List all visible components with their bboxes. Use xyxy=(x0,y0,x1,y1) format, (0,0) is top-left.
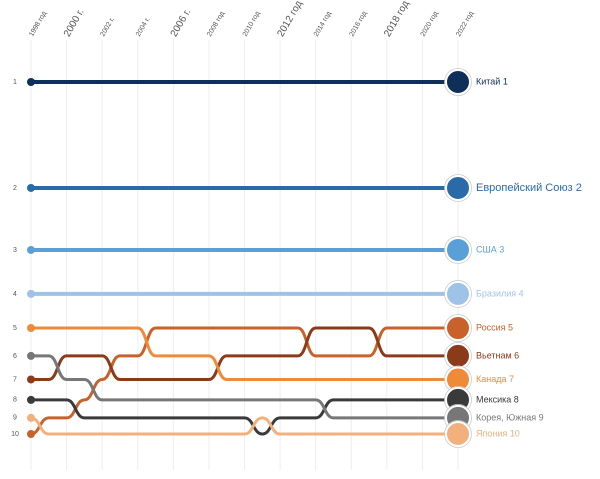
flag-ring xyxy=(444,174,472,202)
series-line xyxy=(31,326,458,381)
flag-ring xyxy=(444,68,472,96)
x-tick-label: 2002 г. xyxy=(99,16,116,38)
legend-label: Корея, Южная 9 xyxy=(476,412,544,422)
start-dot xyxy=(27,351,35,360)
legend-label: Япония 10 xyxy=(476,428,520,438)
x-tick-label: 2000 г. xyxy=(62,7,87,39)
series-line xyxy=(30,326,458,436)
x-tick-label: 2004 г. xyxy=(135,16,152,38)
x-tick-label: 2006 г. xyxy=(169,7,194,39)
start-dot xyxy=(27,375,35,384)
y-tick-label: 3 xyxy=(13,247,17,254)
flag-marker xyxy=(445,174,471,201)
flag-marker xyxy=(445,342,471,369)
y-tick-label: 5 xyxy=(13,325,17,332)
x-tick-label: 2022 год xyxy=(455,10,475,38)
series-line xyxy=(31,326,458,381)
legend-label: Россия 5 xyxy=(476,322,513,332)
legend-label: Европейский Союз 2 xyxy=(476,182,582,194)
y-tick-label: 8 xyxy=(13,397,17,404)
series-line xyxy=(30,416,458,436)
flag-marker xyxy=(445,421,471,447)
x-tick-label: 2016 год xyxy=(349,10,369,38)
start-dot xyxy=(27,289,35,298)
flag-ring xyxy=(444,280,472,308)
x-tick-label: 2020 год xyxy=(420,10,440,38)
start-dot xyxy=(27,395,35,404)
x-tick-label: 2018 год xyxy=(382,0,411,39)
y-tick-label: 2 xyxy=(13,185,17,192)
y-tick-label: 1 xyxy=(13,79,17,86)
flag-ring xyxy=(444,420,472,448)
y-tick-label: 4 xyxy=(13,291,17,298)
start-dot xyxy=(27,430,35,438)
y-tick-label: 10 xyxy=(11,431,19,438)
legend-label: США 3 xyxy=(476,244,504,254)
legend-label: Бразилия 4 xyxy=(476,288,524,298)
y-tick-label: 9 xyxy=(13,415,17,422)
legend-label: Китай 1 xyxy=(476,76,508,86)
start-dot xyxy=(27,78,35,86)
flag-marker xyxy=(445,280,471,307)
series-line xyxy=(31,398,458,436)
x-tick-label: 1998 год xyxy=(28,10,48,38)
flag-ring xyxy=(444,314,472,342)
flag-marker xyxy=(445,236,471,263)
start-dot xyxy=(27,183,35,192)
flag-marker xyxy=(445,315,471,342)
x-tick-label: 2008 год xyxy=(206,10,226,38)
start-dot xyxy=(27,324,35,333)
y-tick-label: 6 xyxy=(13,353,17,360)
x-tick-label: 2014 год xyxy=(313,10,333,38)
legend-label: Вьетнам 6 xyxy=(476,350,519,360)
legend-label: Канада 7 xyxy=(476,374,514,384)
x-tick-label: 2012 год xyxy=(275,0,304,39)
y-tick-label: 7 xyxy=(13,376,17,383)
legend-label: Мексика 8 xyxy=(476,394,519,404)
start-dot xyxy=(27,413,35,422)
x-tick-label: 2010 год xyxy=(242,10,262,38)
flag-ring xyxy=(444,236,472,264)
series-line xyxy=(31,354,458,420)
start-dot xyxy=(27,245,35,254)
flag-marker xyxy=(445,69,471,95)
